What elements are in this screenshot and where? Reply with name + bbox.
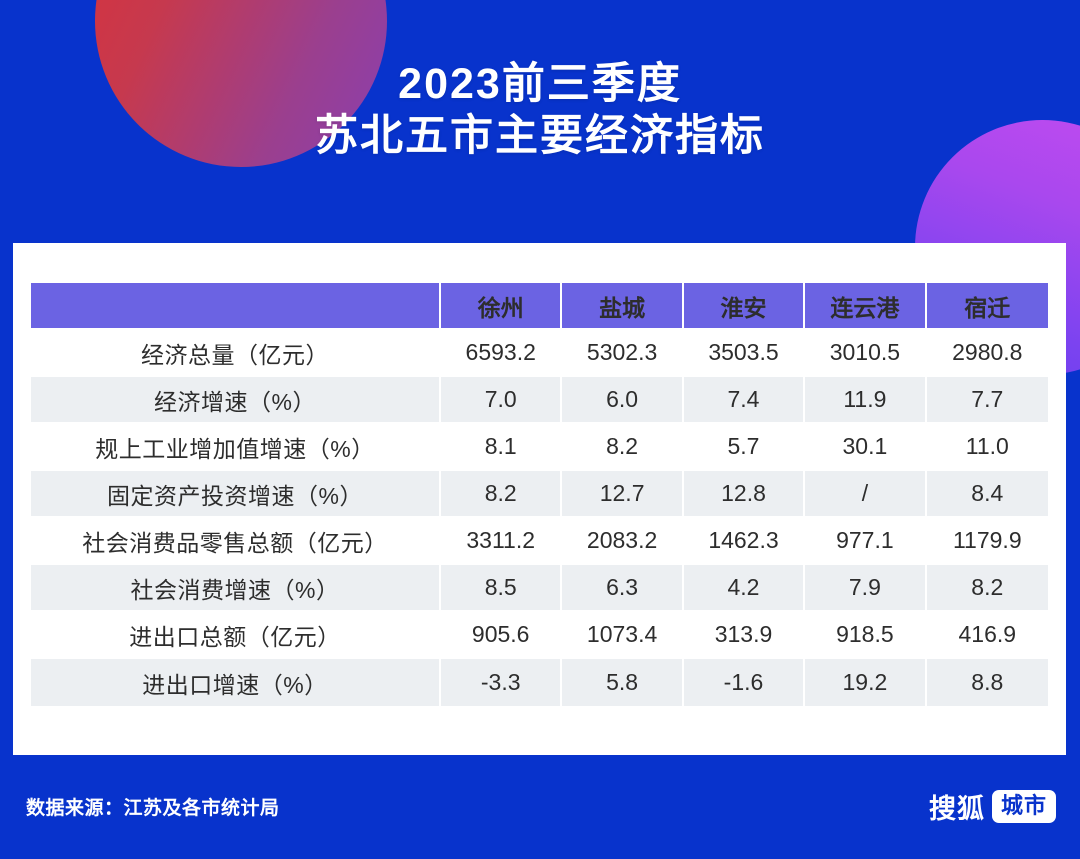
title-line-secondary: 苏北五市主要经济指标 <box>315 112 765 161</box>
table-cell-value: 8.2 <box>926 565 1048 612</box>
table-cell-value: 7.4 <box>683 377 806 424</box>
table-row: 社会消费增速（%） 8.5 6.3 4.2 7.9 8.2 <box>31 565 1048 612</box>
table-row-label: 进出口总额（亿元） <box>31 612 442 659</box>
data-source-label: 数据来源：江苏及各市统计局 <box>26 798 280 819</box>
table-row: 经济增速（%） 7.0 6.0 7.4 11.9 7.7 <box>31 377 1048 424</box>
table-cell-value: 11.0 <box>926 424 1048 471</box>
table-cell-value: 2083.2 <box>562 518 684 565</box>
table-cell-value: 12.7 <box>562 471 684 518</box>
table-body: 经济总量（亿元） 6593.2 5302.3 3503.5 3010.5 2980.8 经济… <box>31 330 1048 706</box>
title-line-primary: 2023前三季度 <box>398 60 682 108</box>
table-cell-value: 977.1 <box>805 518 927 565</box>
footer: 数据来源：江苏及各市统计局 搜狐 城市 <box>0 755 1080 859</box>
table-header-city: 盐城 <box>562 283 684 330</box>
table-cell-value: 905.6 <box>441 612 563 659</box>
table-cell-value: 7.0 <box>441 377 563 424</box>
table-row: 进出口增速（%） -3.3 5.8 -1.6 19.2 8.8 <box>31 659 1048 706</box>
table-row-label: 社会消费增速（%） <box>31 565 442 612</box>
table-cell-value: 7.9 <box>805 565 927 612</box>
economic-indicators-table: 徐州 盐城 淮安 连云港 宿迁 经济总量（亿元） 6593.2 5302.3 3503.5 30… <box>31 283 1048 706</box>
table-cell-value: 8.8 <box>926 659 1048 706</box>
table-cell-value: 4.2 <box>683 565 806 612</box>
table-cell-value: 12.8 <box>683 471 806 518</box>
table-row-label: 社会消费品零售总额（亿元） <box>31 518 442 565</box>
brand-logo: 搜狐 城市 <box>929 787 1056 826</box>
table-row: 进出口总额（亿元） 905.6 1073.4 313.9 918.5 416.9 <box>31 612 1048 659</box>
table-cell-value: 8.2 <box>562 424 684 471</box>
table-header-row: 徐州 盐城 淮安 连云港 宿迁 <box>31 283 1048 330</box>
table-corner-cell <box>31 283 442 330</box>
page-title: 2023前三季度 苏北五市主要经济指标 <box>0 58 1080 163</box>
table-cell-value: 1073.4 <box>562 612 684 659</box>
brand-name-label: 搜狐 <box>928 794 985 824</box>
table-cell-value: 7.7 <box>926 377 1048 424</box>
table-cell-value: 3010.5 <box>805 330 927 377</box>
table-row: 经济总量（亿元） 6593.2 5302.3 3503.5 3010.5 2980.8 <box>31 330 1048 377</box>
table-cell-value: 8.5 <box>441 565 563 612</box>
table-head: 徐州 盐城 淮安 连云港 宿迁 <box>31 283 1048 330</box>
table-cell-value: 5.7 <box>683 424 806 471</box>
table-cell-value: 8.2 <box>441 471 563 518</box>
brand-badge-label: 城市 <box>991 789 1056 824</box>
table-cell-value: 3311.2 <box>441 518 563 565</box>
table-row-label: 经济增速（%） <box>31 377 442 424</box>
table-cell-value: -3.3 <box>441 659 563 706</box>
table-cell-value: 1462.3 <box>683 518 806 565</box>
table-cell-value: 5.8 <box>562 659 684 706</box>
table-cell-value: 6.3 <box>562 565 684 612</box>
table-cell-value: 416.9 <box>926 612 1048 659</box>
table-cell-value: -1.6 <box>683 659 806 706</box>
table-cell-value: 8.4 <box>926 471 1048 518</box>
table-row-label: 经济总量（亿元） <box>31 330 442 377</box>
table-cell-value: 11.9 <box>805 377 927 424</box>
table-header-city: 宿迁 <box>926 283 1048 330</box>
table-row: 固定资产投资增速（%） 8.2 12.7 12.8/8.4 <box>31 471 1048 518</box>
table-row: 规上工业增加值增速（%） 8.1 8.2 5.7 30.1 11.0 <box>31 424 1048 471</box>
table-cell-value: 2980.8 <box>926 330 1048 377</box>
table-header-city: 连云港 <box>805 283 927 330</box>
table-row-label: 规上工业增加值增速（%） <box>31 424 442 471</box>
table-cell-value: 918.5 <box>805 612 927 659</box>
table-cell-value: 6.0 <box>562 377 684 424</box>
table-card: 徐州 盐城 淮安 连云港 宿迁 经济总量（亿元） 6593.2 5302.3 3503.5 30… <box>13 243 1066 755</box>
table-cell-value: 5302.3 <box>562 330 684 377</box>
table-cell-value: 30.1 <box>805 424 927 471</box>
table-cell-value: 8.1 <box>441 424 563 471</box>
table-header-city: 淮安 <box>683 283 806 330</box>
table-cell-value: 6593.2 <box>441 330 563 377</box>
table-cell-value: 313.9 <box>683 612 806 659</box>
table-cell-value: 19.2 <box>805 659 927 706</box>
table-cell-value: / <box>805 471 927 518</box>
table-row-label: 固定资产投资增速（%） <box>31 471 442 518</box>
table-cell-value: 3503.5 <box>683 330 806 377</box>
table-row: 社会消费品零售总额（亿元） 3311.2 2083.2 1462.3 977.1 1179… <box>31 518 1048 565</box>
table-row-label: 进出口增速（%） <box>31 659 442 706</box>
table-cell-value: 1179.9 <box>926 518 1048 565</box>
table-header-city: 徐州 <box>441 283 563 330</box>
